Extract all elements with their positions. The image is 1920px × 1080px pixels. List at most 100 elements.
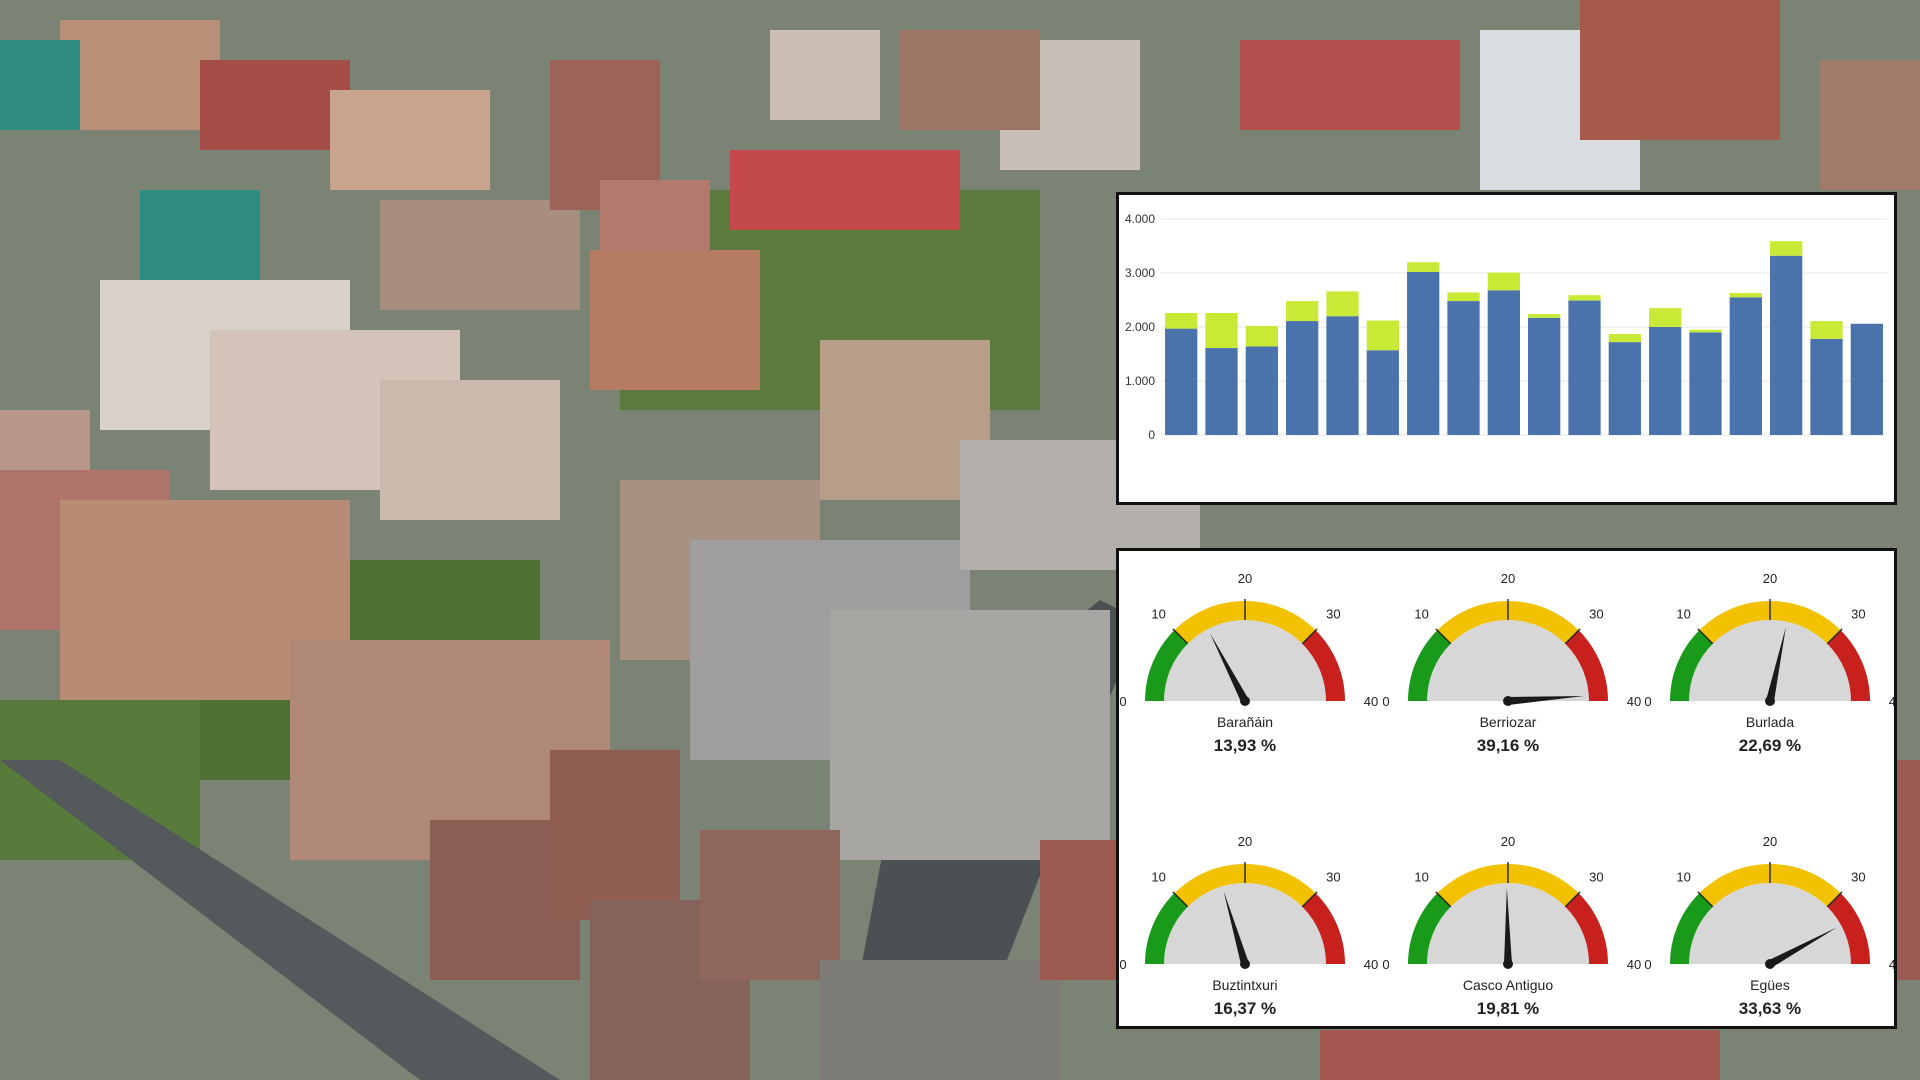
bar-base-segment (1245, 346, 1278, 435)
gauge-value-label: 19,81 % (1477, 999, 1539, 1018)
gauge-name-label: Burlada (1746, 714, 1794, 730)
bar-base-segment (1850, 323, 1883, 435)
gauge: 0 10 20 30 40 Buztintxuri 16,37 % (1119, 834, 1378, 1018)
gauge-needle-hub (1240, 696, 1250, 706)
gauge-value-label: 33,63 % (1739, 999, 1801, 1018)
gauge-scale-label: 0 (1644, 694, 1651, 709)
gauge-scale-label: 30 (1851, 870, 1865, 885)
gauge-band-green (1670, 893, 1713, 964)
gauge-face (1689, 620, 1851, 701)
bar-top-segment (1689, 329, 1722, 333)
stacked-bar-chart: 0 1.000 2.000 3.000 4.000 (1125, 212, 1887, 442)
gauge: 0 10 20 30 40 Berriozar 39,16 % (1382, 571, 1641, 755)
stacked-bar-chart-panel: 0 1.000 2.000 3.000 4.000 (1116, 192, 1897, 505)
bar-top-segment (1528, 314, 1561, 318)
bar-base-segment (1366, 350, 1399, 435)
gauge-band-red (1827, 893, 1870, 964)
gauge-band-red (1565, 893, 1608, 964)
gauge-scale-label: 30 (1589, 870, 1603, 885)
bar-base-segment (1810, 338, 1843, 435)
bar-top-segment (1165, 312, 1198, 329)
gauge-tick (1172, 628, 1189, 645)
gauge: 0 10 20 30 40 Egües 33,63 % (1644, 834, 1894, 1018)
bar-base-segment (1447, 301, 1480, 435)
bar-top-segment (1366, 320, 1399, 351)
gauge-scale-label: 10 (1151, 870, 1165, 885)
gauge-tick (1435, 628, 1452, 645)
gauge-scale-label: 40 (1364, 957, 1378, 972)
bar-base-segment (1528, 317, 1561, 435)
gauge-band-green (1145, 630, 1188, 701)
gauge-scale-label: 10 (1676, 870, 1690, 885)
gauge-scale-label: 20 (1238, 571, 1252, 586)
gauge-value-label: 13,93 % (1214, 736, 1276, 755)
gauge-scale-label: 10 (1414, 870, 1428, 885)
gauges-grid: 0 10 20 30 40 Barañáin 13,93 % 0 10 20 30 40 Berrioz… (1119, 571, 1894, 1018)
gauge-tick (1697, 628, 1714, 645)
gauge-band-yellow (1437, 864, 1579, 907)
y-tick-label: 0 (1148, 428, 1155, 442)
bar-top-segment (1205, 312, 1238, 349)
gauge-tick (1697, 891, 1714, 908)
bar-base-segment (1568, 300, 1601, 435)
gauge-band-red (1565, 630, 1608, 701)
gauge-scale-label: 30 (1326, 607, 1340, 622)
bar-top-segment (1810, 321, 1843, 339)
gauge-band-red (1827, 630, 1870, 701)
gauge-tick (1301, 891, 1318, 908)
gauge-scale-label: 30 (1589, 607, 1603, 622)
bar-top-segment (1608, 334, 1641, 343)
gauge-name-label: Egües (1750, 977, 1790, 993)
gauge-scale-label: 10 (1151, 607, 1165, 622)
gauge-needle-hub (1765, 959, 1775, 969)
gauge-scale-label: 0 (1382, 957, 1389, 972)
gauge-needle (1223, 891, 1249, 966)
bar-chart-grid (1161, 218, 1887, 436)
gauge-tick (1826, 628, 1843, 645)
gauge-scale-label: 0 (1382, 694, 1389, 709)
bar-top-segment (1407, 262, 1440, 272)
gauge-scale-label: 0 (1644, 957, 1651, 972)
gauge-needle-hub (1765, 696, 1775, 706)
gauge-band-yellow (1174, 864, 1316, 907)
gauge-band-green (1670, 630, 1713, 701)
gauge-band-yellow (1437, 601, 1579, 644)
gauge-needle-hub (1503, 696, 1513, 706)
gauge-band-yellow (1174, 601, 1316, 644)
gauge: 0 10 20 30 40 Casco Antiguo 19,81 % (1382, 834, 1641, 1018)
gauge-needle (1507, 695, 1584, 705)
bar-top-segment (1729, 292, 1762, 298)
gauge-scale-label: 40 (1627, 957, 1641, 972)
bar-base-segment (1326, 316, 1359, 435)
gauge-scale-label: 20 (1763, 571, 1777, 586)
bar-chart-bars (1165, 241, 1883, 435)
bar-top-segment (1487, 272, 1520, 291)
gauge-tick (1564, 628, 1581, 645)
gauge-band-green (1408, 630, 1451, 701)
gauge-needle (1504, 888, 1512, 965)
gauges-panel: 0 10 20 30 40 Barañáin 13,93 % 0 10 20 30 40 Berrioz… (1116, 548, 1897, 1029)
bar-base-segment (1286, 321, 1319, 435)
gauge-scale-label: 20 (1501, 834, 1515, 849)
bar-base-segment (1729, 297, 1762, 435)
gauge-scale-label: 20 (1501, 571, 1515, 586)
bar-base-segment (1689, 332, 1722, 435)
gauge-needle (1768, 927, 1837, 968)
gauge-band-yellow (1699, 864, 1841, 907)
gauge-scale-label: 0 (1119, 957, 1126, 972)
gauge-face (1164, 620, 1326, 701)
gauge-band-red (1302, 630, 1345, 701)
bar-top-segment (1447, 292, 1480, 302)
y-tick-label: 3.000 (1125, 266, 1155, 280)
bar-top-segment (1245, 325, 1278, 347)
gauge-tick (1301, 628, 1318, 645)
gauge-name-label: Berriozar (1480, 714, 1537, 730)
gauge-scale-label: 20 (1238, 834, 1252, 849)
bar-base-segment (1165, 328, 1198, 435)
gauge-name-label: Barañáin (1217, 714, 1273, 730)
gauge-value-label: 39,16 % (1477, 736, 1539, 755)
gauge-tick (1826, 891, 1843, 908)
gauge-scale-label: 40 (1627, 694, 1641, 709)
gauge-scale-label: 10 (1676, 607, 1690, 622)
